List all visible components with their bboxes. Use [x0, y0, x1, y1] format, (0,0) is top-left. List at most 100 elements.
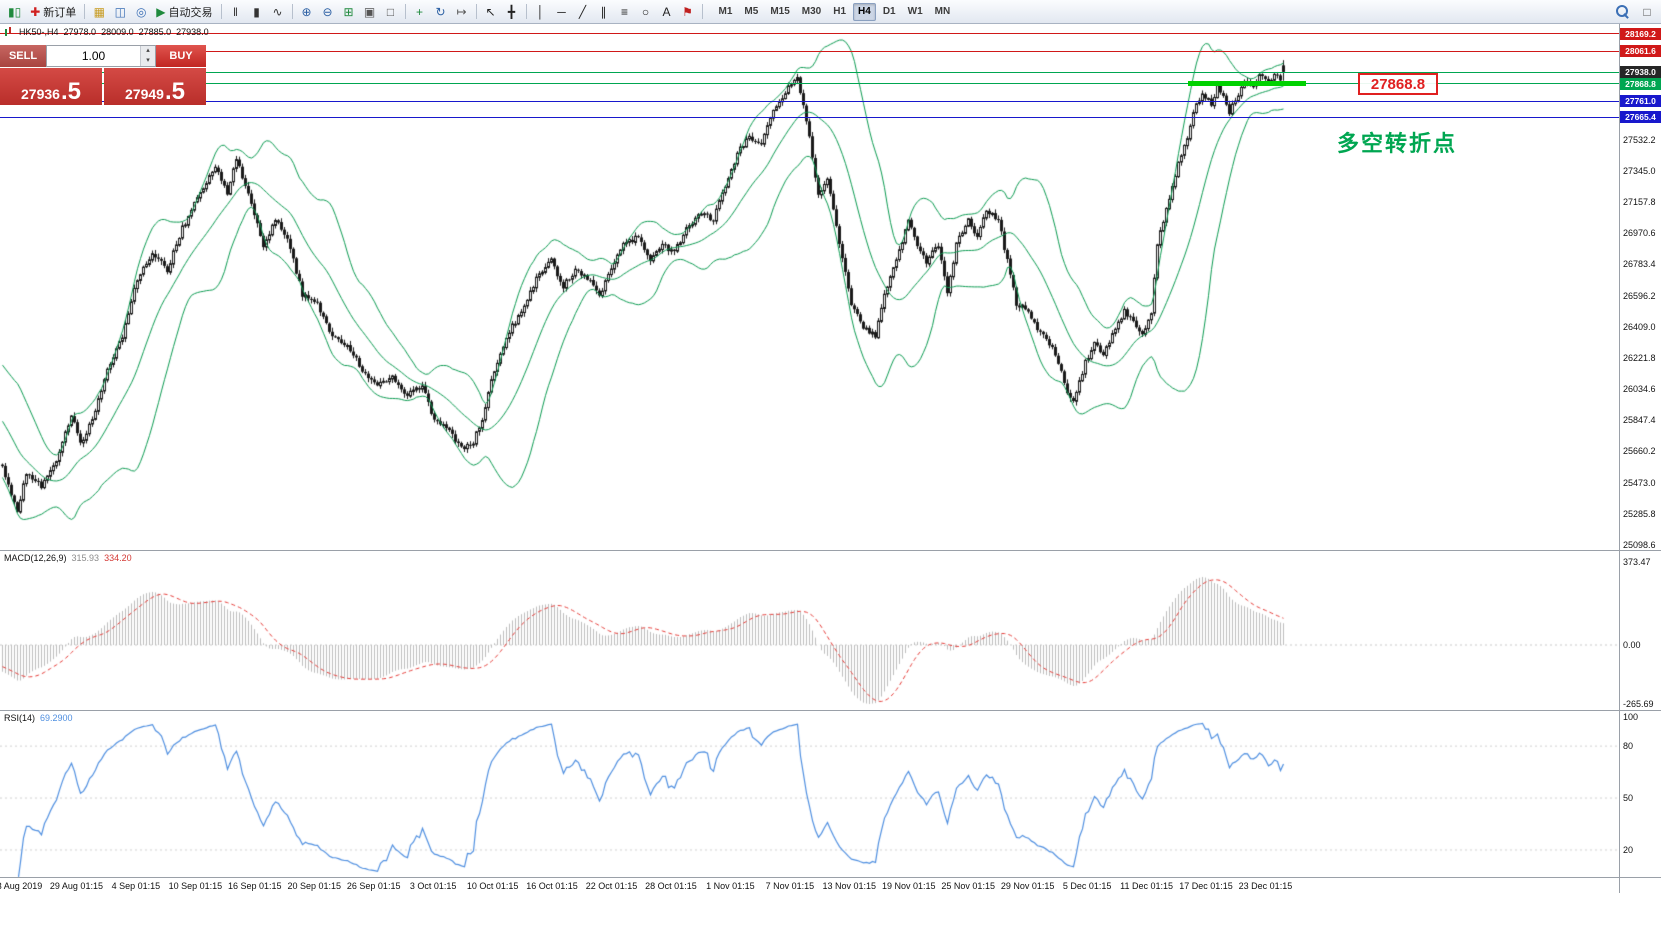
timeframe-m30-button[interactable]: M30 — [801, 6, 822, 17]
trendline-button[interactable]: ╱ — [573, 2, 593, 22]
layout-icon: □ — [1643, 4, 1651, 19]
cursor-button[interactable]: ↖ — [481, 2, 501, 22]
toolbar-separator — [525, 4, 527, 19]
buy-button[interactable]: BUY — [156, 45, 206, 67]
indicators-button[interactable]: ▣ — [360, 2, 380, 22]
toolbar-main: ▮▯ ✚ 新订单 ▦ ◫ ◎ ▶ 自动交易 ‖ ▮ ∿ ⊕ ⊖ ⊞ ▣ □ + ↻ ↦ ↖ ╋ │ ─ ╱ ∥ ≡ ○ A ⚑ — [4, 2, 706, 22]
crosshair-button[interactable]: ╋ — [502, 2, 522, 22]
timeframe-h4-button[interactable]: H4 — [853, 2, 876, 21]
toolbar: ▮▯ ✚ 新订单 ▦ ◫ ◎ ▶ 自动交易 ‖ ▮ ∿ ⊕ ⊖ ⊞ ▣ □ + ↻ ↦ ↖ ╋ │ ─ ╱ ∥ ≡ ○ A ⚑ M1 M5… — [0, 0, 1661, 24]
templates-icon: □ — [386, 4, 395, 19]
line-chart-button[interactable]: ∿ — [268, 2, 288, 22]
panel-separator[interactable] — [0, 877, 1661, 878]
add-indicator-button[interactable]: + — [410, 2, 430, 22]
templates-button[interactable]: □ — [381, 2, 401, 22]
support-highlight-line[interactable] — [1188, 81, 1306, 86]
timeframe-m5-button[interactable]: M5 — [744, 6, 759, 17]
zoom-in-icon: ⊕ — [301, 4, 312, 19]
sell-price-main: 27936 — [21, 85, 60, 102]
turning-point-annotation[interactable]: 多空转折点 — [1337, 131, 1458, 156]
timeframe-m15-button[interactable]: M15 — [770, 6, 790, 17]
bar-chart-button[interactable]: ‖ — [226, 2, 246, 22]
chart-high-value: 28009.0 — [101, 27, 134, 37]
buy-price-pips: .5 — [164, 77, 185, 105]
chart-shift-button[interactable]: ↦ — [452, 2, 472, 22]
macd-signal-value: 334.20 — [104, 553, 132, 563]
rsi-indicator-label: RSI(14) 69.2900 — [4, 713, 73, 723]
candlestick-chart-icon: ▮ — [253, 4, 260, 19]
auto-trading-icon: ▶ — [156, 4, 166, 19]
horizontal-line-icon: ─ — [557, 4, 566, 19]
volume-field: ▴ ▾ — [46, 45, 156, 67]
trendline-icon: ╱ — [578, 4, 587, 19]
tile-windows-icon: ⊞ — [343, 4, 354, 19]
toolbar-separator — [220, 4, 222, 19]
market-watch-icon[interactable]: ▦ — [89, 2, 109, 22]
timeframe-mn-button[interactable]: MN — [934, 6, 951, 17]
rsi-name: RSI(14) — [4, 713, 36, 723]
fibonacci-button[interactable]: ≡ — [615, 2, 635, 22]
toolbar-separator — [84, 4, 86, 19]
chart-close-value: 27938.0 — [176, 27, 209, 37]
search-button[interactable] — [1612, 2, 1633, 22]
chart-shift-icon: ↦ — [456, 4, 467, 19]
new-order-button-label: 新订单 — [43, 6, 77, 19]
new-order-icon: ✚ — [30, 4, 41, 19]
toolbar-right: □ — [1612, 2, 1657, 22]
tile-windows-button[interactable]: ⊞ — [339, 2, 359, 22]
channel-icon: ∥ — [600, 4, 607, 19]
toolbar-timeframes: M1 M5 M15 M30 H1 H4 D1 W1 MN — [714, 2, 956, 21]
fibonacci-icon: ≡ — [621, 4, 629, 19]
zoom-in-button[interactable]: ⊕ — [297, 2, 317, 22]
auto-scroll-button[interactable]: ↻ — [431, 2, 451, 22]
layout-button[interactable]: □ — [1637, 2, 1657, 22]
volume-up-button[interactable]: ▴ — [141, 46, 155, 56]
timeframe-h1-button[interactable]: H1 — [833, 6, 847, 17]
volume-spinner: ▴ ▾ — [140, 46, 155, 66]
toolbar-separator — [404, 4, 406, 19]
sell-price-button[interactable]: 27936 .5 — [0, 68, 102, 105]
chart-window-icon[interactable]: ▮▯ — [4, 2, 25, 22]
chart-window-icon-icon: ▮▯ — [8, 4, 22, 19]
auto-trading-button[interactable]: ▶ 自动交易 — [152, 2, 216, 22]
toolbar-separator — [701, 4, 703, 19]
timeframe-d1-button[interactable]: D1 — [882, 6, 896, 17]
horizontal-line-button[interactable]: ─ — [552, 2, 572, 22]
macd-indicator-label: MACD(12,26,9) 315.93 334.20 — [4, 553, 132, 563]
shapes-icon: ○ — [641, 4, 650, 19]
arrows-button[interactable]: ⚑ — [678, 2, 698, 22]
timeframe-m1-button[interactable]: M1 — [718, 6, 733, 17]
text-label-icon: A — [662, 4, 671, 19]
bar-chart-icon: ‖ — [233, 4, 238, 19]
buy-price-main: 27949 — [125, 85, 164, 102]
new-order-button[interactable]: ✚ 新订单 — [26, 2, 80, 22]
channel-button[interactable]: ∥ — [594, 2, 614, 22]
volume-down-button[interactable]: ▾ — [141, 56, 155, 66]
timeframe-w1-button[interactable]: W1 — [907, 6, 923, 17]
panel-separator[interactable] — [0, 550, 1661, 551]
shapes-button[interactable]: ○ — [636, 2, 656, 22]
price-axis[interactable] — [1620, 24, 1661, 893]
data-window-icon[interactable]: ◫ — [110, 2, 130, 22]
zoom-out-button[interactable]: ⊖ — [318, 2, 338, 22]
search-icon — [1616, 5, 1629, 18]
auto-trading-button-label: 自动交易 — [168, 6, 213, 19]
chart-low-value: 27885.0 — [138, 27, 172, 37]
sell-button[interactable]: SELL — [0, 45, 46, 67]
price-callout-label[interactable]: 27868.8 — [1358, 73, 1438, 95]
toolbar-separator — [291, 4, 293, 19]
chart-open-value: 27978.0 — [63, 27, 97, 37]
candlestick-chart-button[interactable]: ▮ — [247, 2, 267, 22]
one-click-trading-panel: SELL ▴ ▾ BUY 27936 .5 27949 .5 — [0, 45, 206, 105]
time-axis[interactable] — [0, 878, 1619, 895]
indicators-icon: ▣ — [363, 4, 376, 19]
panel-separator[interactable] — [0, 710, 1661, 711]
buy-price-button[interactable]: 27949 .5 — [104, 68, 206, 105]
text-label-button[interactable]: A — [657, 2, 677, 22]
volume-input[interactable] — [47, 46, 140, 66]
vertical-line-button[interactable]: │ — [531, 2, 551, 22]
line-chart-icon: ∿ — [272, 4, 283, 19]
navigator-icon[interactable]: ◎ — [131, 2, 151, 22]
